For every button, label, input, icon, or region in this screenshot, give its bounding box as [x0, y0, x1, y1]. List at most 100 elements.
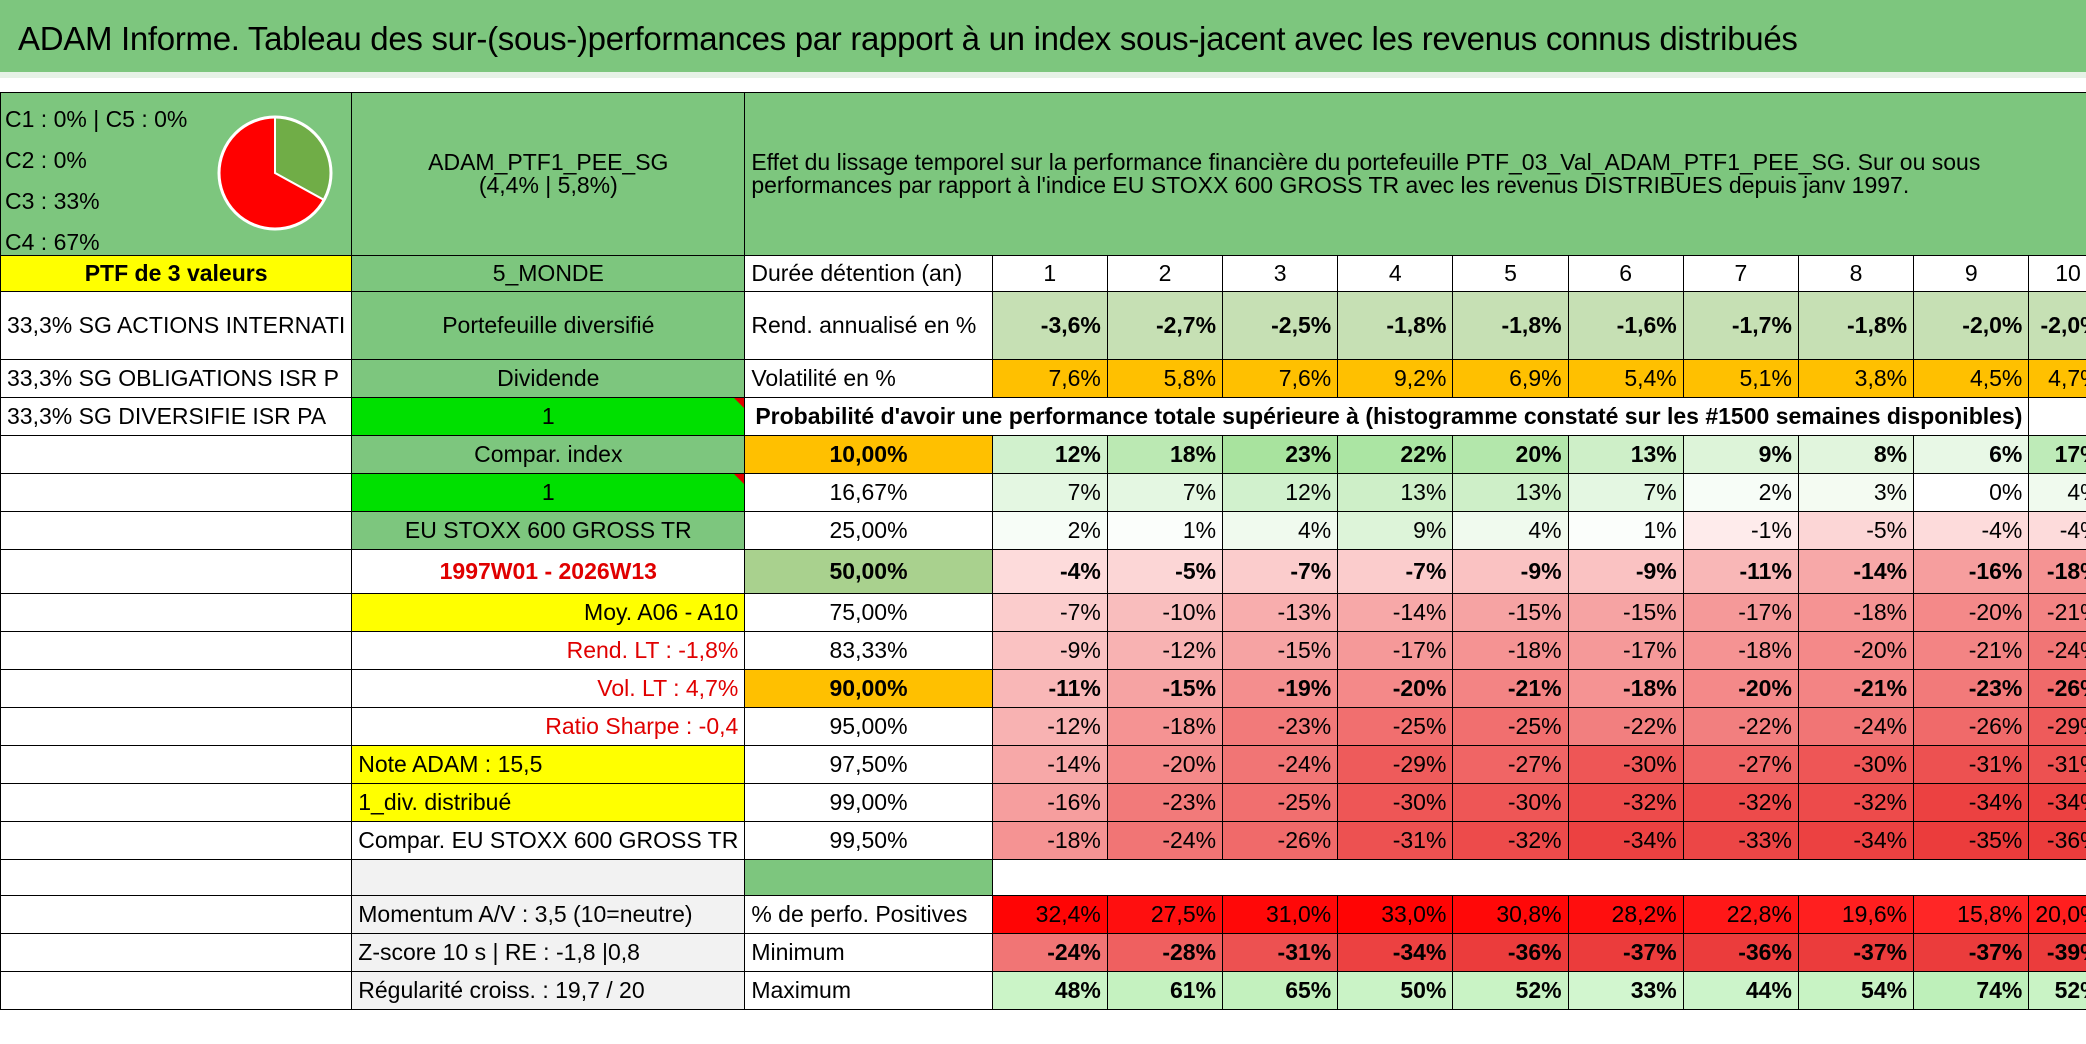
- positives-value: 15,8%: [1913, 895, 2030, 934]
- holding-2: 33,3% SG OBLIGATIONS ISR P: [0, 359, 353, 398]
- probability-value: -22%: [1567, 707, 1684, 746]
- probability-value: -9%: [1452, 549, 1569, 594]
- probability-row: Note ADAM : 15,5 97,50% -14% -20% -24% -29% -2…: [0, 745, 2086, 784]
- minimum-value: -36%: [1452, 933, 1569, 972]
- probability-value: -14%: [991, 745, 1108, 784]
- maximum-value: 33%: [1567, 971, 1684, 1010]
- probability-value: -18%: [2028, 549, 2086, 594]
- positives-value: 19,6%: [1797, 895, 1915, 934]
- pie-legend: C1 : 0% | C5 : 0% C2 : 0% C3 : 33% C4 : …: [5, 99, 187, 255]
- maximum-value: 54%: [1797, 971, 1915, 1010]
- probability-value: -13%: [1222, 593, 1339, 632]
- dividend-selector[interactable]: 1: [351, 397, 746, 436]
- rend-value: -1,8%: [1797, 291, 1915, 360]
- maximum-value: 50%: [1337, 971, 1454, 1010]
- probability-value: -12%: [1106, 631, 1224, 670]
- vol-value: 5,4%: [1567, 359, 1684, 398]
- probability-value: -21%: [1797, 669, 1915, 708]
- probability-value: 2%: [1682, 473, 1799, 512]
- probability-value: -15%: [1452, 593, 1569, 632]
- minimum-value: -36%: [1682, 933, 1799, 972]
- probability-value: -25%: [1337, 707, 1454, 746]
- performance-table: C1 : 0% | C5 : 0% C2 : 0% C3 : 33% C4 : …: [0, 92, 2086, 1010]
- probability-value: -31%: [2028, 745, 2086, 784]
- minimum-value: -34%: [1337, 933, 1454, 972]
- probability-value: -21%: [1452, 669, 1569, 708]
- duree-label: Durée détention (an): [744, 255, 993, 292]
- probability-value: -14%: [1797, 549, 1915, 594]
- regularite-label: Régularité croiss. : 19,7 / 20: [351, 971, 746, 1010]
- probability-value: -21%: [2028, 593, 2086, 632]
- probability-value: 4%: [1222, 511, 1339, 550]
- compar-index-label: Compar. index: [351, 435, 746, 474]
- portefeuille-label: Portefeuille diversifié: [351, 291, 746, 360]
- positives-value: 32,4%: [991, 895, 1108, 934]
- minimum-value: -37%: [1913, 933, 2030, 972]
- ptf-label: PTF de 3 valeurs: [0, 255, 353, 292]
- probability-value: 22%: [1337, 435, 1454, 474]
- pie-chart-panel: C1 : 0% | C5 : 0% C2 : 0% C3 : 33% C4 : …: [0, 92, 353, 256]
- positives-value: 31,0%: [1222, 895, 1339, 934]
- confidence-level: 99,50%: [744, 821, 993, 860]
- pie-outline: [217, 115, 333, 231]
- probability-value: 12%: [991, 435, 1108, 474]
- probability-value: 0%: [1913, 473, 2030, 512]
- probability-value: -23%: [1913, 669, 2030, 708]
- probability-value: -32%: [1567, 783, 1684, 822]
- confidence-level: 25,00%: [744, 511, 993, 550]
- vol-label: Volatilité en %: [744, 359, 993, 398]
- minimum-value: -28%: [1106, 933, 1224, 972]
- probability-value: -11%: [991, 669, 1108, 708]
- minimum-value: -37%: [1567, 933, 1684, 972]
- probability-value: -32%: [1682, 783, 1799, 822]
- rend-value: -1,8%: [1452, 291, 1569, 360]
- rend-value: -2,0%: [1913, 291, 2030, 360]
- probability-value: -25%: [1452, 707, 1569, 746]
- confidence-level: 83,33%: [744, 631, 993, 670]
- probability-value: 7%: [1106, 473, 1224, 512]
- confidence-level: 97,50%: [744, 745, 993, 784]
- confidence-level: 75,00%: [744, 593, 993, 632]
- probability-value: 13%: [1567, 435, 1684, 474]
- vol-value: 4,5%: [1913, 359, 2030, 398]
- probability-row: 1997W01 - 2026W13 50,00% -4% -5% -7% -7% -9% -9…: [0, 549, 2086, 594]
- probability-value: -34%: [2028, 783, 2086, 822]
- index-selector[interactable]: 1: [351, 473, 746, 512]
- vol-value: 7,6%: [1222, 359, 1339, 398]
- probability-value: 23%: [1222, 435, 1339, 474]
- maximum-label: Maximum: [744, 971, 993, 1010]
- probability-value: -24%: [1222, 745, 1339, 784]
- rend-value: -1,7%: [1682, 291, 1799, 360]
- rend-value: -2,7%: [1106, 291, 1224, 360]
- year-header: 4: [1337, 255, 1454, 292]
- probability-value: -30%: [1452, 783, 1569, 822]
- allocation-pie-chart: [217, 115, 333, 231]
- probability-value: -30%: [1567, 745, 1684, 784]
- portfolio-name: ADAM_PTF1_PEE_SG: [428, 149, 669, 175]
- probability-value: -30%: [1337, 783, 1454, 822]
- probability-value: -11%: [1682, 549, 1799, 594]
- rend-lt-label: Rend. LT : -1,8%: [351, 631, 746, 670]
- probability-value: -16%: [991, 783, 1108, 822]
- year-header: 2: [1106, 255, 1224, 292]
- rend-value: -2,0%: [2028, 291, 2086, 360]
- vol-value: 5,8%: [1106, 359, 1224, 398]
- probability-value: -27%: [1682, 745, 1799, 784]
- probability-value: -20%: [1682, 669, 1799, 708]
- probability-value: -25%: [1222, 783, 1339, 822]
- probability-row: Rend. LT : -1,8% 83,33% -9% -12% -15% -17% -18…: [0, 631, 2086, 670]
- probability-value: -36%: [2028, 821, 2086, 860]
- probability-value: 20%: [1452, 435, 1569, 474]
- maximum-value: 74%: [1913, 971, 2030, 1010]
- probability-value: -7%: [1337, 549, 1454, 594]
- year-header: 8: [1797, 255, 1915, 292]
- probability-value: -18%: [1797, 593, 1915, 632]
- probability-value: -32%: [1797, 783, 1915, 822]
- probability-value: 13%: [1337, 473, 1454, 512]
- probability-value: -17%: [1682, 593, 1799, 632]
- rend-label: Rend. annualisé en %: [744, 291, 993, 360]
- probability-value: -20%: [1913, 593, 2030, 632]
- vol-value: 4,7%: [2028, 359, 2086, 398]
- positives-value: 28,2%: [1567, 895, 1684, 934]
- probability-value: -19%: [1222, 669, 1339, 708]
